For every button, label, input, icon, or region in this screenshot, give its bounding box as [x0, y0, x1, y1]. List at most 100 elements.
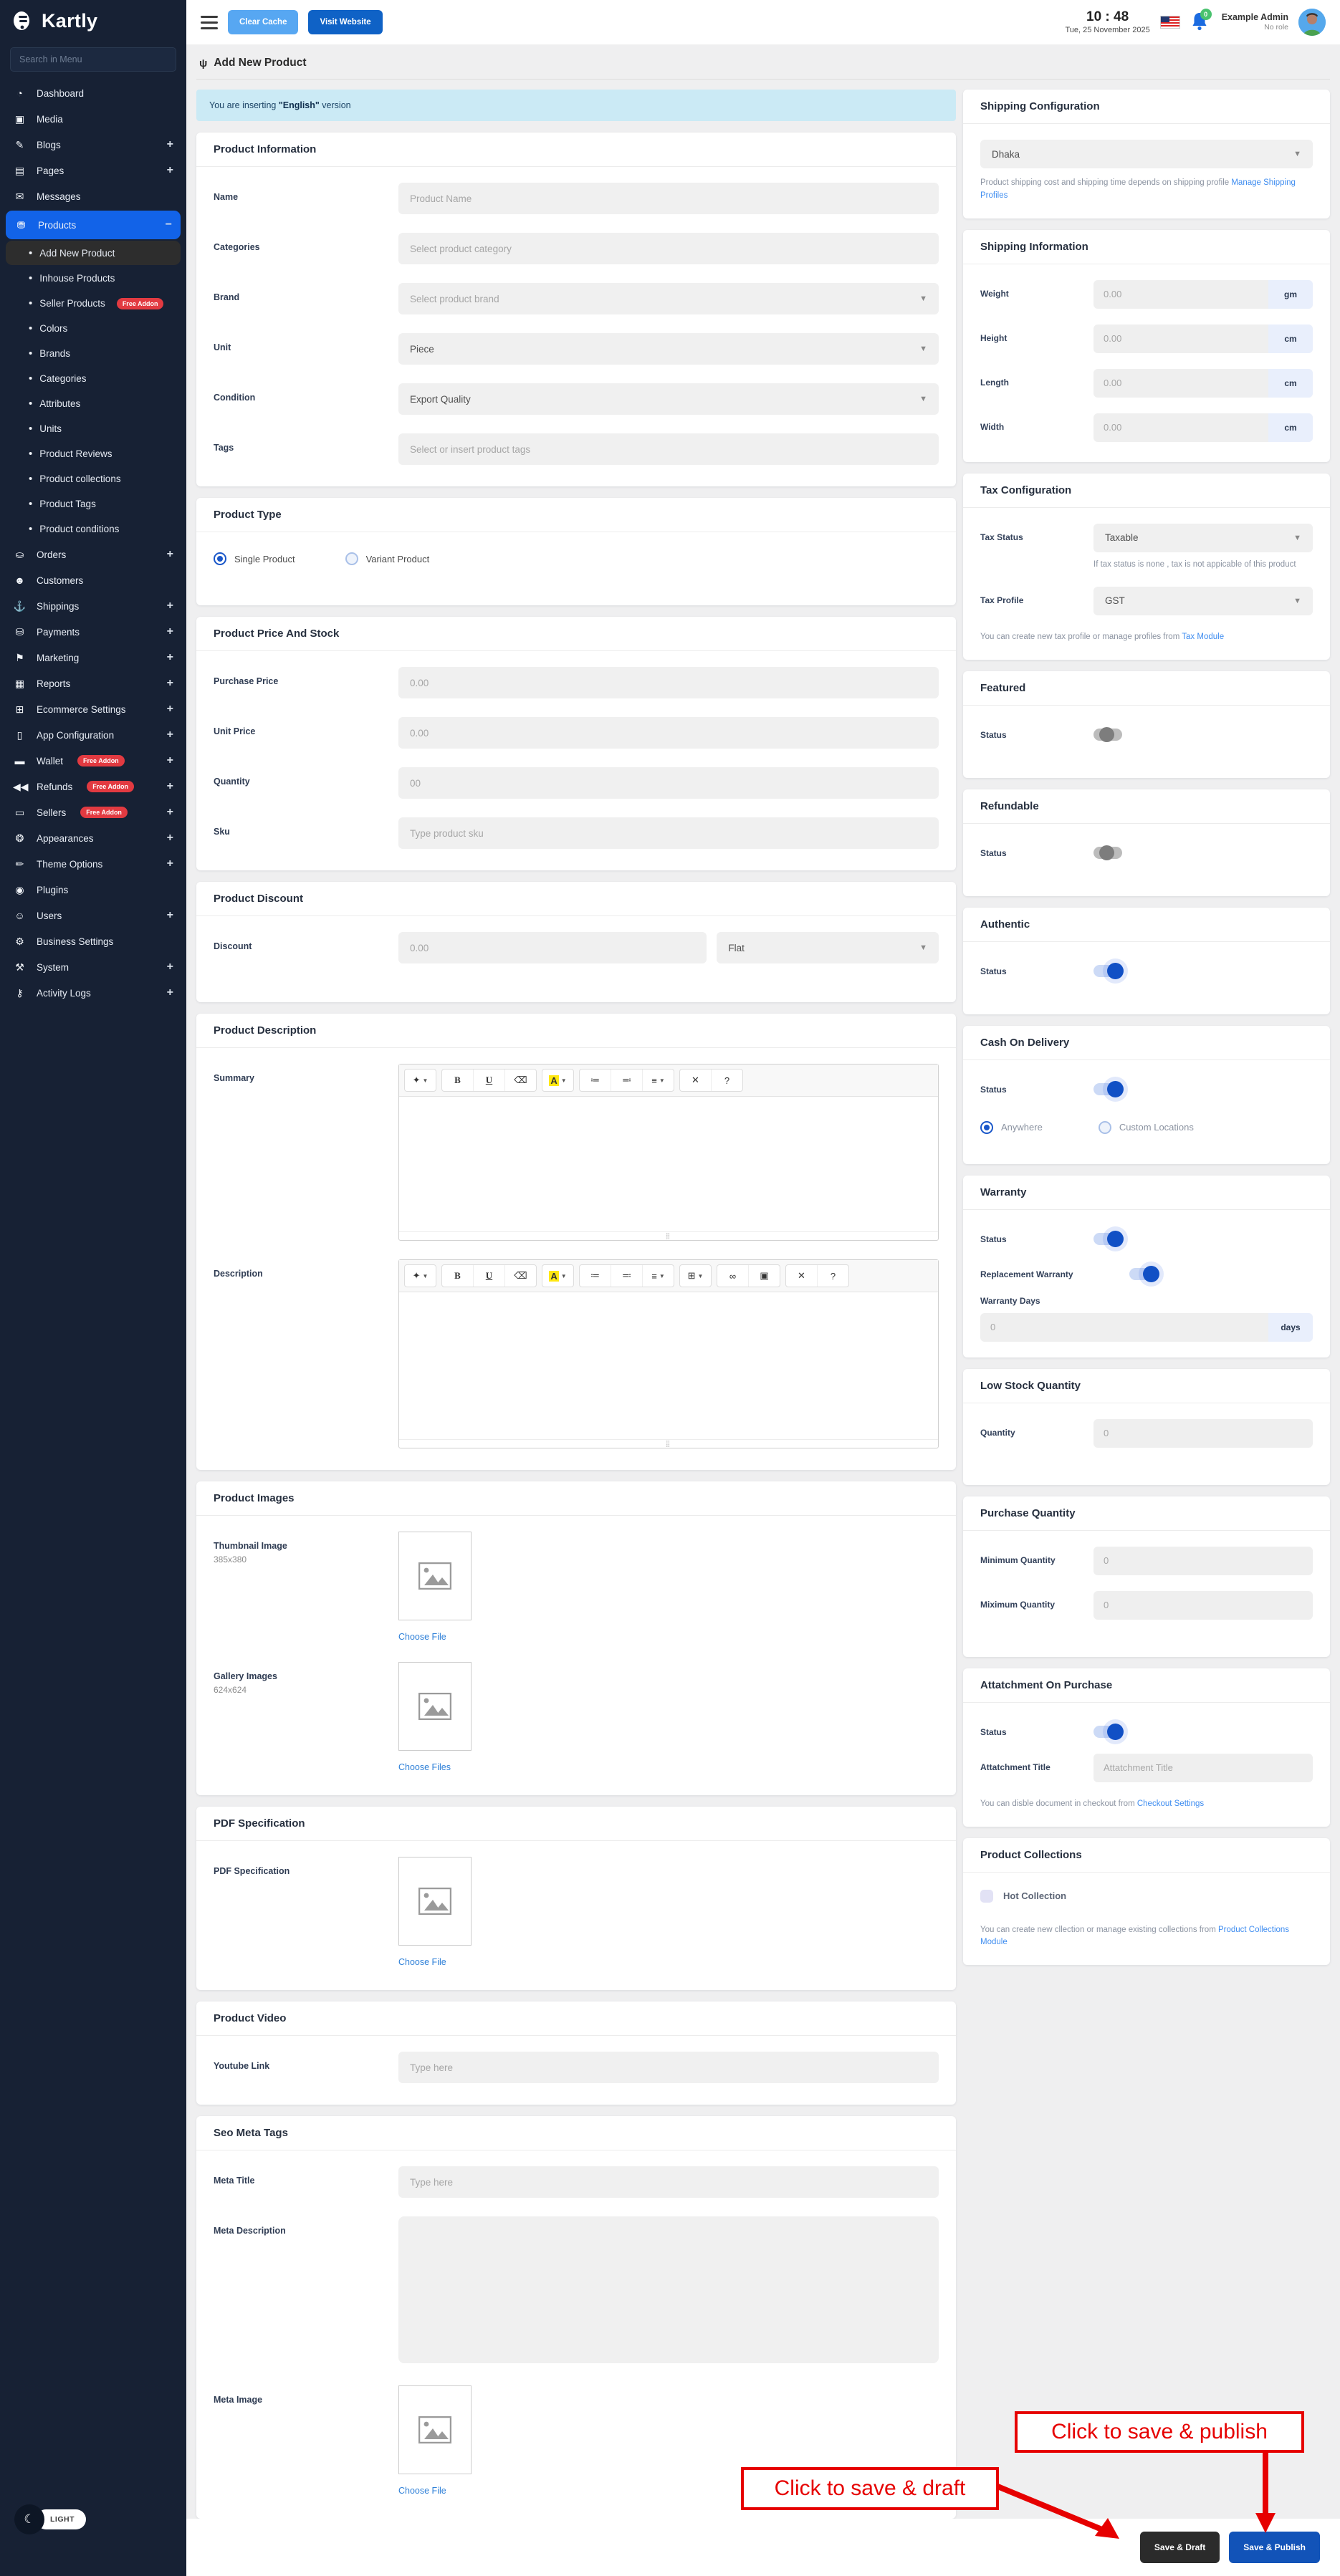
sidebar-item-business-settings[interactable]: ⚙ Business Settings — [0, 928, 186, 954]
paragraph-align-icon[interactable]: ≡ ▼ — [651, 1075, 665, 1086]
hot-collection-checkbox[interactable] — [980, 1889, 993, 1903]
unordered-list-icon[interactable]: ≔ — [580, 1070, 611, 1091]
eraser-icon[interactable]: ⌫ — [514, 1075, 527, 1085]
condition-select[interactable]: Export Quality ▼ — [398, 383, 939, 415]
sidebar-subitem-categories[interactable]: • Categories — [0, 366, 186, 391]
low-stock-quantity-input[interactable] — [1093, 1418, 1313, 1448]
save-draft-button[interactable]: Save & Draft — [1139, 2532, 1220, 2563]
sidebar-item-blogs[interactable]: ✎ Blogs + — [0, 132, 186, 158]
sidebar-item-ecommerce-settings[interactable]: ⊞ Ecommerce Settings + — [0, 696, 186, 722]
tax-profile-select[interactable]: GST ▼ — [1093, 586, 1313, 615]
hamburger-menu-icon[interactable] — [201, 15, 218, 29]
resize-handle[interactable]: ⣿ — [399, 1439, 938, 1448]
sidebar-subitem-add-new-product[interactable]: • Add New Product — [6, 241, 181, 265]
help-icon[interactable]: ? — [724, 1075, 730, 1086]
sidebar-item-media[interactable]: ▣ Media — [0, 106, 186, 132]
anywhere-radio[interactable]: Anywhere — [980, 1120, 1043, 1134]
sidebar-subitem-inhouse-products[interactable]: • Inhouse Products — [0, 266, 186, 291]
maximum-quantity-input[interactable] — [1093, 1590, 1313, 1620]
meta-image-choose-file-link[interactable]: Choose File — [398, 2486, 446, 2496]
ordered-list-icon[interactable]: ≕ — [611, 1070, 643, 1091]
height-input[interactable] — [1093, 324, 1268, 353]
sidebar-item-users[interactable]: ☺ Users + — [0, 903, 186, 928]
unit-price-input[interactable] — [398, 717, 939, 749]
unit-select[interactable]: Piece ▼ — [398, 333, 939, 365]
gallery-choose-files-link[interactable]: Choose Files — [398, 1762, 451, 1772]
replacement-warranty-toggle[interactable] — [1129, 1265, 1159, 1282]
clear-cache-button[interactable]: Clear Cache — [228, 10, 299, 34]
sidebar-item-reports[interactable]: ▦ Reports + — [0, 671, 186, 696]
featured-status-toggle[interactable] — [1093, 726, 1122, 742]
summary-editor-body[interactable] — [399, 1097, 938, 1231]
sidebar-item-refunds[interactable]: ◀◀ Refunds Free Addon + — [0, 774, 186, 799]
avatar[interactable] — [1298, 9, 1326, 36]
sidebar-subitem-product-tags[interactable]: • Product Tags — [0, 491, 186, 516]
product-collections-module-link[interactable]: Product Collections Module — [980, 1925, 1290, 1947]
sidebar-item-orders[interactable]: ⛀ Orders + — [0, 542, 186, 567]
unordered-list-icon[interactable]: ≔ — [580, 1265, 611, 1287]
sidebar-item-pages[interactable]: ▤ Pages + — [0, 158, 186, 183]
shipping-profile-select[interactable]: Dhaka ▼ — [980, 140, 1313, 168]
ordered-list-icon[interactable]: ≕ — [611, 1265, 643, 1287]
table-icon[interactable]: ⊞ ▼ — [687, 1270, 704, 1281]
fullscreen-icon[interactable]: ✕ — [680, 1070, 712, 1091]
authentic-status-toggle[interactable] — [1093, 962, 1124, 979]
cod-status-toggle[interactable] — [1093, 1080, 1124, 1097]
theme-toggle[interactable]: ☾ LIGHT — [14, 2504, 86, 2534]
sidebar-item-wallet[interactable]: ▬ Wallet Free Addon + — [0, 748, 186, 774]
summary-editor[interactable]: ✦ ▼ B U ⌫ A ▼ ≔ ≕ ≡ ▼ ✕? ⣿ — [398, 1064, 939, 1241]
custom-locations-radio[interactable]: Custom Locations — [1098, 1120, 1194, 1134]
discount-input[interactable] — [398, 932, 707, 963]
help-icon[interactable]: ? — [830, 1270, 836, 1282]
sidebar-item-customers[interactable]: ☻ Customers — [0, 567, 186, 593]
eraser-icon[interactable]: ⌫ — [514, 1270, 527, 1281]
sidebar-item-sellers[interactable]: ▭ Sellers Free Addon + — [0, 799, 186, 825]
youtube-link-input[interactable] — [398, 2052, 939, 2083]
us-flag-icon[interactable] — [1159, 16, 1180, 29]
sidebar-subitem-product-reviews[interactable]: • Product Reviews — [0, 441, 186, 466]
attachment-status-toggle[interactable] — [1093, 1723, 1124, 1740]
purchase-price-input[interactable] — [398, 667, 939, 698]
product-name-input[interactable] — [398, 183, 939, 214]
underline-icon[interactable]: U — [474, 1070, 505, 1091]
sidebar-subitem-product-conditions[interactable]: • Product conditions — [0, 516, 186, 542]
meta-title-input[interactable] — [398, 2166, 939, 2198]
text-color-icon[interactable]: A ▼ — [549, 1270, 567, 1282]
menu-search-input[interactable] — [10, 47, 176, 72]
sidebar-item-appearances[interactable]: ❂ Appearances + — [0, 825, 186, 851]
sidebar-item-shippings[interactable]: ⚓ Shippings + — [0, 593, 186, 619]
underline-icon[interactable]: U — [474, 1265, 505, 1287]
sidebar-subitem-brands[interactable]: • Brands — [0, 341, 186, 366]
sidebar-subitem-colors[interactable]: • Colors — [0, 316, 186, 341]
minimum-quantity-input[interactable] — [1093, 1546, 1313, 1575]
meta-description-textarea[interactable] — [398, 2216, 939, 2363]
visit-website-button[interactable]: Visit Website — [308, 10, 383, 34]
quantity-input[interactable] — [398, 767, 939, 799]
warranty-status-toggle[interactable] — [1093, 1230, 1124, 1247]
single-product-radio[interactable]: Single Product — [214, 552, 295, 565]
sidebar-item-marketing[interactable]: ⚑ Marketing + — [0, 645, 186, 671]
picture-icon[interactable]: ▣ — [760, 1270, 769, 1281]
thumbnail-choose-file-link[interactable]: Choose File — [398, 1632, 446, 1642]
description-editor[interactable]: ✦ ▼ B U ⌫ A ▼ ≔ ≕ ≡ ▼ ⊞ ▼ ∞ ▣ ✕? ⣿ — [398, 1259, 939, 1448]
gallery-image-placeholder[interactable] — [398, 1662, 472, 1751]
discount-type-select[interactable]: Flat ▼ — [717, 932, 939, 963]
save-publish-button[interactable]: Save & Publish — [1229, 2532, 1320, 2563]
checkout-settings-link[interactable]: Checkout Settings — [1136, 1799, 1205, 1808]
categories-input[interactable] — [398, 233, 939, 264]
pdf-choose-file-link[interactable]: Choose File — [398, 1957, 446, 1967]
sidebar-subitem-seller-products[interactable]: • Seller Products Free Addon — [0, 291, 186, 316]
meta-image-placeholder[interactable] — [398, 2385, 472, 2474]
sidebar-subitem-units[interactable]: • Units — [0, 416, 186, 441]
thumbnail-image-placeholder[interactable] — [398, 1532, 472, 1620]
brand-select[interactable]: Select product brand ▼ — [398, 283, 939, 314]
description-editor-body[interactable] — [399, 1292, 938, 1439]
sidebar-subitem-attributes[interactable]: • Attributes — [0, 391, 186, 416]
notifications-button[interactable]: 0 — [1190, 9, 1212, 34]
length-input[interactable] — [1093, 368, 1268, 398]
bold-icon[interactable]: B — [442, 1265, 474, 1287]
sidebar-item-plugins[interactable]: ◉ Plugins — [0, 877, 186, 903]
warranty-days-input[interactable] — [980, 1312, 1268, 1342]
sidebar-item-system[interactable]: ⚒ System + — [0, 954, 186, 980]
manage-shipping-profiles-link[interactable]: Manage Shipping Profiles — [980, 178, 1296, 200]
